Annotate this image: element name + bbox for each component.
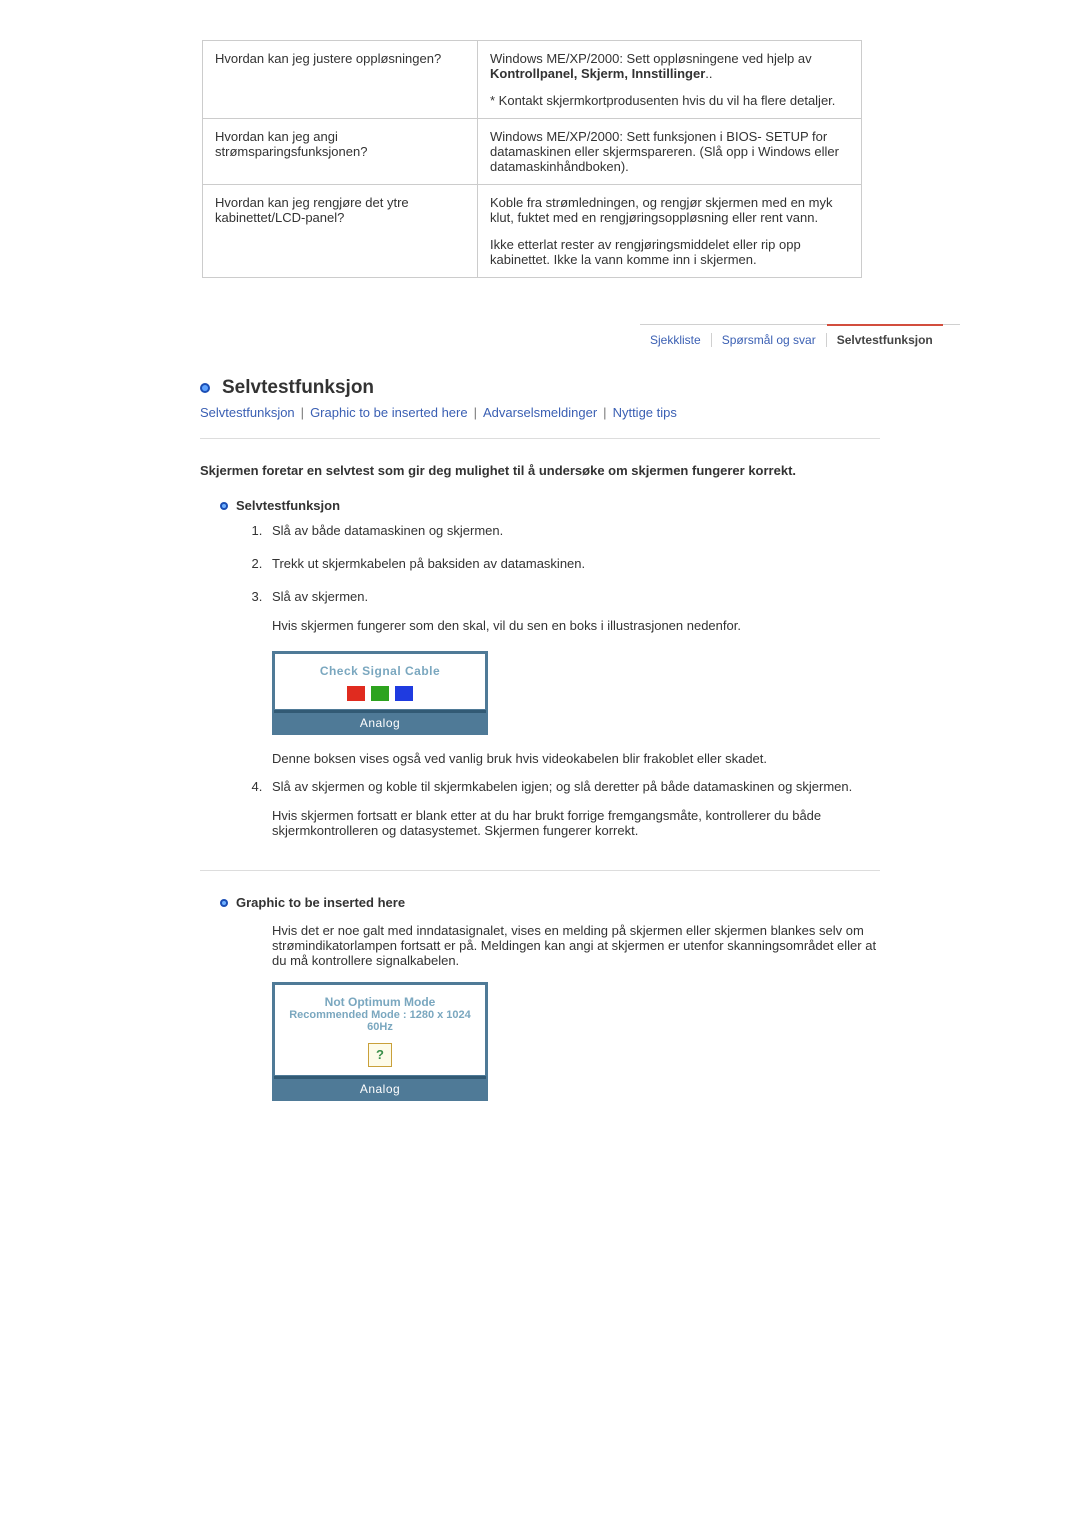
selftest-steps-cont: Slå av skjermen og koble til skjermkabel… <box>266 779 880 838</box>
osd-footer: Analog <box>274 1079 486 1099</box>
subsection-graphic-title: Graphic to be inserted here <box>220 895 880 910</box>
selftest-steps: Slå av både datamaskinen og skjermen. Tr… <box>266 523 880 633</box>
faq-question: Hvordan kan jeg justere oppløsningen? <box>203 41 478 119</box>
blue-square-icon <box>395 686 413 701</box>
divider <box>200 870 880 871</box>
osd-line2: Recommended Mode : 1280 x 1024 60Hz <box>281 1009 479 1033</box>
sublink[interactable]: Nyttige tips <box>613 405 677 420</box>
rgb-squares <box>281 686 479 701</box>
section-title: Selvtestfunksjon <box>222 377 374 399</box>
step-2: Trekk ut skjermkabelen på baksiden av da… <box>266 556 880 571</box>
osd-check-signal: Check Signal Cable Analog <box>272 651 488 735</box>
tab-bar: SjekklisteSpørsmål og svarSelvtestfunksj… <box>640 324 960 347</box>
osd-caption: Denne boksen vises også ved vanlig bruk … <box>272 751 880 766</box>
question-icon: ? <box>368 1043 392 1067</box>
step-3-note: Hvis skjermen fungerer som den skal, vil… <box>272 618 880 633</box>
step-1: Slå av både datamaskinen og skjermen. <box>266 523 880 538</box>
sublink[interactable]: Graphic to be inserted here <box>310 405 468 420</box>
osd-not-optimum: Not Optimum Mode Recommended Mode : 1280… <box>272 982 488 1101</box>
graphic-paragraph: Hvis det er noe galt med inndatasignalet… <box>272 923 880 968</box>
step-4-note: Hvis skjermen fortsatt er blank etter at… <box>272 808 880 838</box>
faq-question: Hvordan kan jeg angi strømsparingsfunksj… <box>203 119 478 185</box>
divider <box>200 438 880 439</box>
subsection-selftest-title: Selvtestfunksjon <box>220 498 880 513</box>
faq-answer: Koble fra strømledningen, og rengjør skj… <box>478 185 862 278</box>
bullet-icon <box>200 383 210 393</box>
subsection-heading: Graphic to be inserted here <box>236 895 405 910</box>
sublink[interactable]: Selvtestfunksjon <box>200 405 295 420</box>
section-header: Selvtestfunksjon <box>200 377 960 399</box>
section-intro: Skjermen foretar en selvtest som gir deg… <box>200 463 880 478</box>
subsection-heading: Selvtestfunksjon <box>236 498 340 513</box>
tab-sjekkliste[interactable]: Sjekkliste <box>640 333 712 347</box>
faq-answer: Windows ME/XP/2000: Sett oppløsningene v… <box>478 41 862 119</box>
bullet-icon <box>220 899 228 907</box>
faq-answer: Windows ME/XP/2000: Sett funksjonen i BI… <box>478 119 862 185</box>
osd-text: Check Signal Cable <box>281 664 479 678</box>
tab-selvtestfunksjon[interactable]: Selvtestfunksjon <box>827 333 943 347</box>
osd-line1: Not Optimum Mode <box>281 995 479 1009</box>
faq-question: Hvordan kan jeg rengjøre det ytre kabine… <box>203 185 478 278</box>
tab-spørsmål-og-svar[interactable]: Spørsmål og svar <box>712 333 827 347</box>
step-4: Slå av skjermen og koble til skjermkabel… <box>266 779 880 838</box>
sublink[interactable]: Advarselsmeldinger <box>483 405 597 420</box>
section-sublinks: Selvtestfunksjon | Graphic to be inserted … <box>200 405 960 420</box>
green-square-icon <box>371 686 389 701</box>
separator: | <box>301 405 304 420</box>
separator: | <box>603 405 606 420</box>
separator: | <box>474 405 477 420</box>
bullet-icon <box>220 502 228 510</box>
step-3: Slå av skjermen. Hvis skjermen fungerer … <box>266 589 880 633</box>
red-square-icon <box>347 686 365 701</box>
osd-footer: Analog <box>274 713 486 733</box>
faq-table: Hvordan kan jeg justere oppløsningen?Win… <box>202 40 862 278</box>
